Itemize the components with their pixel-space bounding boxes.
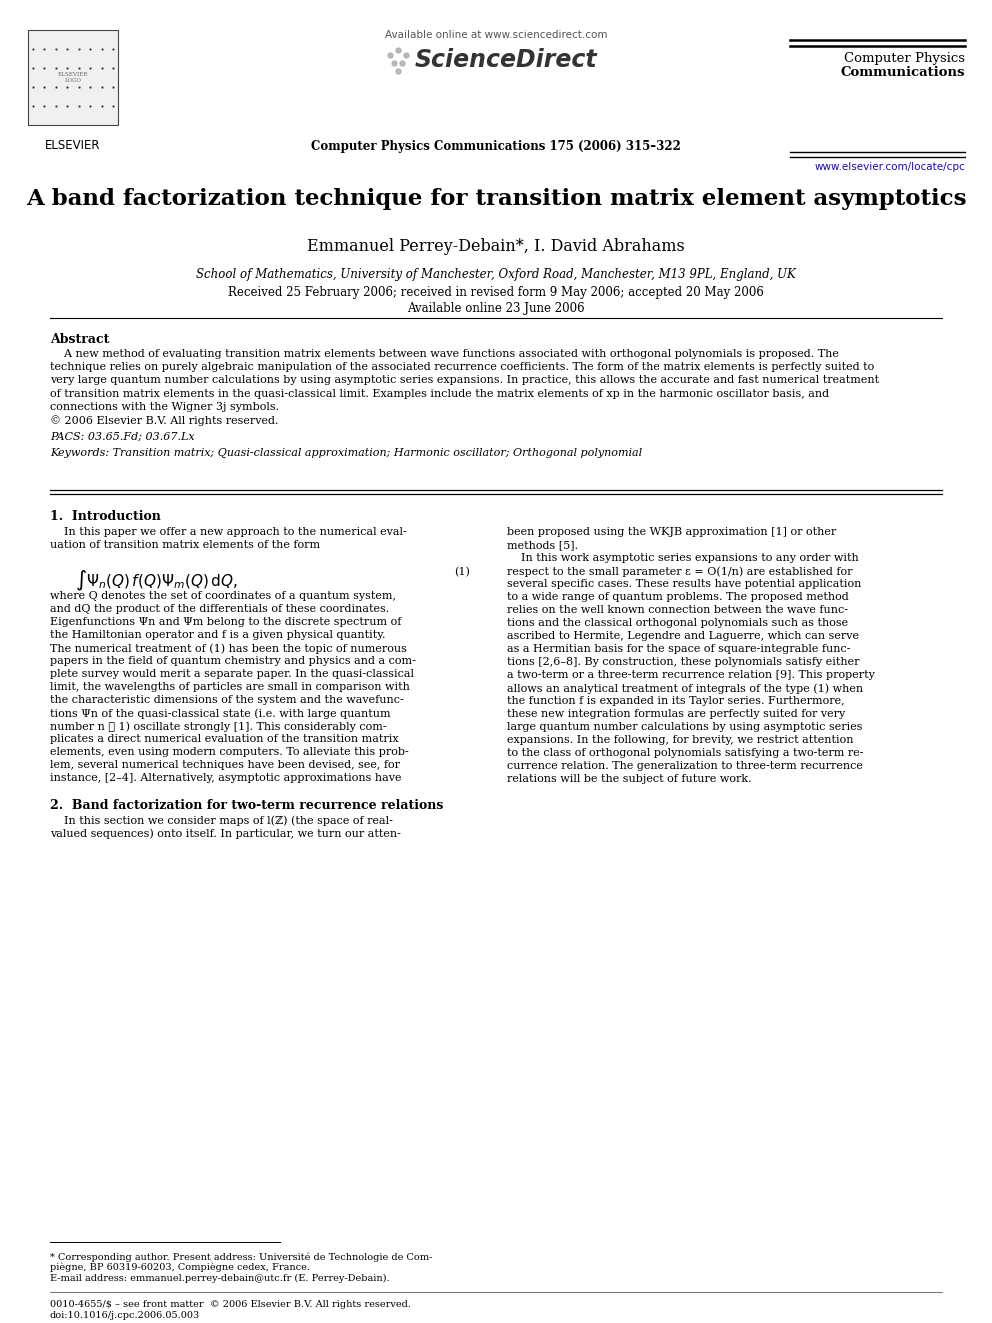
Text: tions Ψn of the quasi-classical state (i.e. with large quantum: tions Ψn of the quasi-classical state (i… <box>50 708 391 718</box>
Text: the Hamiltonian operator and f is a given physical quantity.: the Hamiltonian operator and f is a give… <box>50 630 386 640</box>
Text: A band factorization technique for transition matrix element asymptotics: A band factorization technique for trans… <box>26 188 966 210</box>
Text: papers in the field of quantum chemistry and physics and a com-: papers in the field of quantum chemistry… <box>50 656 416 665</box>
Text: 2.  Band factorization for two-term recurrence relations: 2. Band factorization for two-term recur… <box>50 799 443 812</box>
Text: piègne, BP 60319-60203, Compiègne cedex, France.: piègne, BP 60319-60203, Compiègne cedex,… <box>50 1263 310 1273</box>
Text: a two-term or a three-term recurrence relation [9]. This property: a two-term or a three-term recurrence re… <box>507 669 875 680</box>
Text: uation of transition matrix elements of the form: uation of transition matrix elements of … <box>50 540 320 550</box>
Text: limit, the wavelengths of particles are small in comparison with: limit, the wavelengths of particles are … <box>50 681 410 692</box>
Text: Computer Physics Communications 175 (2006) 315–322: Computer Physics Communications 175 (200… <box>311 140 681 153</box>
Text: tions [2,6–8]. By construction, these polynomials satisfy either: tions [2,6–8]. By construction, these po… <box>507 658 859 667</box>
Text: allows an analytical treatment of integrals of the type (1) when: allows an analytical treatment of integr… <box>507 683 863 693</box>
Text: valued sequences) onto itself. In particular, we turn our atten-: valued sequences) onto itself. In partic… <box>50 828 401 839</box>
Text: currence relation. The generalization to three-term recurrence: currence relation. The generalization to… <box>507 761 863 771</box>
Text: Available online at www.sciencedirect.com: Available online at www.sciencedirect.co… <box>385 30 607 40</box>
Text: plicates a direct numerical evaluation of the transition matrix: plicates a direct numerical evaluation o… <box>50 734 399 744</box>
Text: In this section we consider maps of l(ℤ) (the space of real-: In this section we consider maps of l(ℤ)… <box>50 815 393 826</box>
Text: In this paper we offer a new approach to the numerical eval-: In this paper we offer a new approach to… <box>50 527 407 537</box>
Text: Eigenfunctions Ψn and Ψm belong to the discrete spectrum of: Eigenfunctions Ψn and Ψm belong to the d… <box>50 617 402 627</box>
Text: respect to the small parameter ε = O(1/n) are established for: respect to the small parameter ε = O(1/n… <box>507 566 852 577</box>
Text: Keywords: Transition matrix; Quasi-classical approximation; Harmonic oscillator;: Keywords: Transition matrix; Quasi-class… <box>50 448 642 459</box>
Text: connections with the Wigner 3j symbols.: connections with the Wigner 3j symbols. <box>50 402 279 411</box>
Text: Communications: Communications <box>840 66 965 79</box>
Text: ELSEVIER: ELSEVIER <box>46 139 101 152</box>
Text: as a Hermitian basis for the space of square-integrable func-: as a Hermitian basis for the space of sq… <box>507 644 850 654</box>
Text: Available online 23 June 2006: Available online 23 June 2006 <box>407 302 585 315</box>
Text: A new method of evaluating transition matrix elements between wave functions ass: A new method of evaluating transition ma… <box>50 349 839 359</box>
Text: www.elsevier.com/locate/cpc: www.elsevier.com/locate/cpc <box>814 161 965 172</box>
Text: The numerical treatment of (1) has been the topic of numerous: The numerical treatment of (1) has been … <box>50 643 407 654</box>
Text: large quantum number calculations by using asymptotic series: large quantum number calculations by usi… <box>507 722 862 732</box>
Text: been proposed using the WKJB approximation [1] or other: been proposed using the WKJB approximati… <box>507 527 836 537</box>
Text: expansions. In the following, for brevity, we restrict attention: expansions. In the following, for brevit… <box>507 736 853 745</box>
Text: methods [5].: methods [5]. <box>507 540 578 550</box>
Text: School of Mathematics, University of Manchester, Oxford Road, Manchester, M13 9P: School of Mathematics, University of Man… <box>196 269 796 280</box>
Text: doi:10.1016/j.cpc.2006.05.003: doi:10.1016/j.cpc.2006.05.003 <box>50 1311 200 1320</box>
Text: to a wide range of quantum problems. The proposed method: to a wide range of quantum problems. The… <box>507 591 849 602</box>
Text: ScienceDirect: ScienceDirect <box>415 48 597 71</box>
Text: technique relies on purely algebraic manipulation of the associated recurrence c: technique relies on purely algebraic man… <box>50 363 874 372</box>
Text: In this work asymptotic series expansions to any order with: In this work asymptotic series expansion… <box>507 553 859 564</box>
Text: 1.  Introduction: 1. Introduction <box>50 509 161 523</box>
Text: lem, several numerical techniques have been devised, see, for: lem, several numerical techniques have b… <box>50 759 400 770</box>
Bar <box>28 30 118 124</box>
Text: PACS: 03.65.Fd; 03.67.Lx: PACS: 03.65.Fd; 03.67.Lx <box>50 433 194 442</box>
Text: Computer Physics: Computer Physics <box>844 52 965 65</box>
Text: very large quantum number calculations by using asymptotic series expansions. In: very large quantum number calculations b… <box>50 376 879 385</box>
Text: Abstract: Abstract <box>50 333 109 347</box>
Text: © 2006 Elsevier B.V. All rights reserved.: © 2006 Elsevier B.V. All rights reserved… <box>50 415 279 426</box>
Text: (1): (1) <box>454 568 470 577</box>
Text: where Q denotes the set of coordinates of a quantum system,: where Q denotes the set of coordinates o… <box>50 591 396 601</box>
Text: plete survey would merit a separate paper. In the quasi-classical: plete survey would merit a separate pape… <box>50 669 414 679</box>
Text: relies on the well known connection between the wave func-: relies on the well known connection betw… <box>507 605 848 615</box>
Text: * Corresponding author. Present address: Université de Technologie de Com-: * Corresponding author. Present address:… <box>50 1252 433 1262</box>
Text: ascribed to Hermite, Legendre and Laguerre, which can serve: ascribed to Hermite, Legendre and Laguer… <box>507 631 859 642</box>
Text: of transition matrix elements in the quasi-classical limit. Examples include the: of transition matrix elements in the qua… <box>50 389 829 398</box>
Text: to the class of orthogonal polynomials satisfying a two-term re-: to the class of orthogonal polynomials s… <box>507 747 863 758</box>
Text: Received 25 February 2006; received in revised form 9 May 2006; accepted 20 May : Received 25 February 2006; received in r… <box>228 286 764 299</box>
Text: and dQ the product of the differentials of these coordinates.: and dQ the product of the differentials … <box>50 605 389 614</box>
Text: elements, even using modern computers. To alleviate this prob-: elements, even using modern computers. T… <box>50 747 409 757</box>
Text: the characteristic dimensions of the system and the wavefunc-: the characteristic dimensions of the sys… <box>50 695 404 705</box>
Text: number n ≫ 1) oscillate strongly [1]. This considerably com-: number n ≫ 1) oscillate strongly [1]. Th… <box>50 721 387 732</box>
Text: these new integration formulas are perfectly suited for very: these new integration formulas are perfe… <box>507 709 845 718</box>
Text: relations will be the subject of future work.: relations will be the subject of future … <box>507 774 752 785</box>
Text: ELSEVIER
LOGO: ELSEVIER LOGO <box>58 71 88 83</box>
Text: the function f is expanded in its Taylor series. Furthermore,: the function f is expanded in its Taylor… <box>507 696 844 706</box>
Text: several specific cases. These results have potential application: several specific cases. These results ha… <box>507 579 861 589</box>
Text: 0010-4655/$ – see front matter  © 2006 Elsevier B.V. All rights reserved.: 0010-4655/$ – see front matter © 2006 El… <box>50 1301 411 1308</box>
Text: tions and the classical orthogonal polynomials such as those: tions and the classical orthogonal polyn… <box>507 618 848 628</box>
Text: instance, [2–4]. Alternatively, asymptotic approximations have: instance, [2–4]. Alternatively, asymptot… <box>50 773 402 783</box>
Text: E-mail address: emmanuel.perrey-debain@utc.fr (E. Perrey-Debain).: E-mail address: emmanuel.perrey-debain@u… <box>50 1274 390 1283</box>
Text: Emmanuel Perrey-Debain*, I. David Abrahams: Emmanuel Perrey-Debain*, I. David Abraha… <box>308 238 684 255</box>
Text: $\int \Psi_n(Q)\, f(Q)\Psi_m(Q)\,\mathrm{d}Q,$: $\int \Psi_n(Q)\, f(Q)\Psi_m(Q)\,\mathrm… <box>75 569 238 593</box>
